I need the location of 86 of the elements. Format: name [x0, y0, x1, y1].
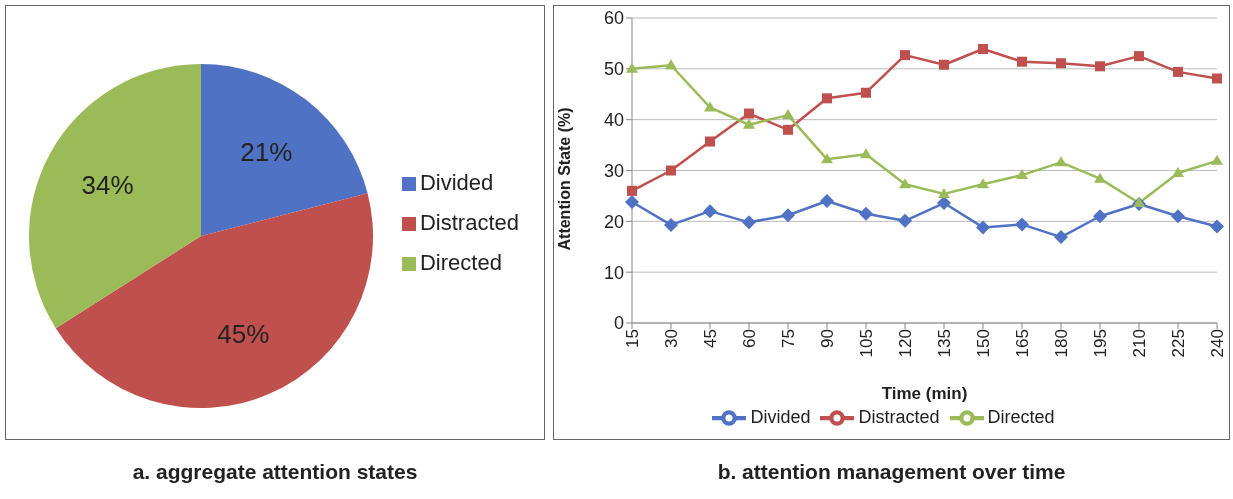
- pie-slice: [55, 193, 373, 408]
- point: [937, 196, 951, 211]
- pie-slice: [201, 64, 368, 236]
- x-tick-label: 240: [1208, 329, 1228, 358]
- x-tick-label: 30: [662, 329, 682, 348]
- point: [860, 148, 872, 159]
- text: b. attention management over time: [717, 460, 1066, 484]
- x-tick-label: 150: [974, 329, 994, 358]
- x-tick-label: 120: [896, 329, 916, 358]
- y-tick-label: 60: [603, 8, 624, 29]
- point: [1210, 219, 1224, 234]
- point: [820, 194, 834, 208]
- point: [705, 136, 715, 147]
- point: [938, 187, 950, 198]
- legend-label: Distracted: [419, 209, 519, 235]
- point: [1095, 61, 1105, 72]
- point: [1055, 156, 1067, 167]
- point: [1056, 58, 1066, 69]
- point: [781, 208, 795, 223]
- point: [900, 50, 910, 61]
- point: [1134, 51, 1144, 62]
- legend-label: Directed: [987, 406, 1055, 427]
- point: [665, 59, 677, 70]
- x-tick-label: 105: [857, 329, 877, 358]
- y-tick-label: 10: [603, 262, 624, 283]
- point: [1133, 197, 1145, 208]
- point: [625, 195, 639, 210]
- point: [627, 185, 637, 196]
- point: [744, 108, 754, 119]
- point: [898, 213, 912, 228]
- legend-label: Distracted: [858, 406, 940, 427]
- point: [1093, 209, 1107, 224]
- data-label: 45%: [217, 318, 270, 349]
- point: [1171, 209, 1185, 224]
- y-tick-label: 20: [603, 211, 624, 232]
- x-tick-label: 165: [1013, 329, 1033, 358]
- y-tick-label: 40: [603, 110, 624, 131]
- data-label: 34%: [81, 169, 134, 200]
- point: [859, 206, 873, 221]
- point: [626, 62, 638, 73]
- point: [664, 217, 678, 232]
- x-tick-label: 15: [623, 329, 643, 348]
- point: [978, 44, 988, 55]
- point: [666, 165, 676, 176]
- point: [1016, 169, 1028, 180]
- point: [1017, 56, 1027, 67]
- x-tick-label: 75: [779, 329, 799, 348]
- point: [782, 109, 794, 120]
- x-tick-label: 60: [740, 329, 760, 348]
- point: [899, 178, 911, 189]
- y-tick-label: 50: [603, 59, 624, 80]
- legend-label: Divided: [750, 406, 811, 427]
- text: a. aggregate attention states: [132, 460, 418, 484]
- pie-slice: [29, 64, 201, 329]
- x-axis-title: Time (min): [881, 384, 968, 403]
- x-tick-label: 180: [1052, 329, 1072, 358]
- point: [1015, 217, 1029, 232]
- point: [1211, 154, 1223, 165]
- y-tick-label: 30: [603, 160, 624, 181]
- x-tick-label: 225: [1169, 329, 1189, 358]
- legend-label: Directed: [419, 249, 502, 275]
- point: [939, 59, 949, 70]
- point: [1212, 73, 1222, 84]
- point: [703, 204, 717, 219]
- point: [1172, 167, 1184, 178]
- x-tick-label: 195: [1091, 329, 1111, 358]
- y-axis-title: Attention State (%): [555, 107, 573, 251]
- point: [977, 178, 989, 189]
- data-label: 21%: [240, 136, 293, 167]
- point: [1094, 172, 1106, 183]
- point: [704, 101, 716, 112]
- x-tick-label: 90: [818, 329, 838, 348]
- point: [1054, 230, 1068, 245]
- y-tick-label: 0: [613, 313, 624, 334]
- x-tick-label: 210: [1130, 329, 1150, 358]
- point: [783, 124, 793, 135]
- point: [743, 118, 755, 129]
- x-tick-label: 135: [935, 329, 955, 358]
- point: [742, 215, 756, 230]
- x-tick-label: 45: [701, 329, 721, 348]
- point: [822, 93, 832, 104]
- point: [976, 220, 990, 235]
- point: [861, 87, 871, 98]
- point: [1173, 66, 1183, 77]
- point: [821, 153, 833, 164]
- legend-label: Divided: [419, 169, 494, 195]
